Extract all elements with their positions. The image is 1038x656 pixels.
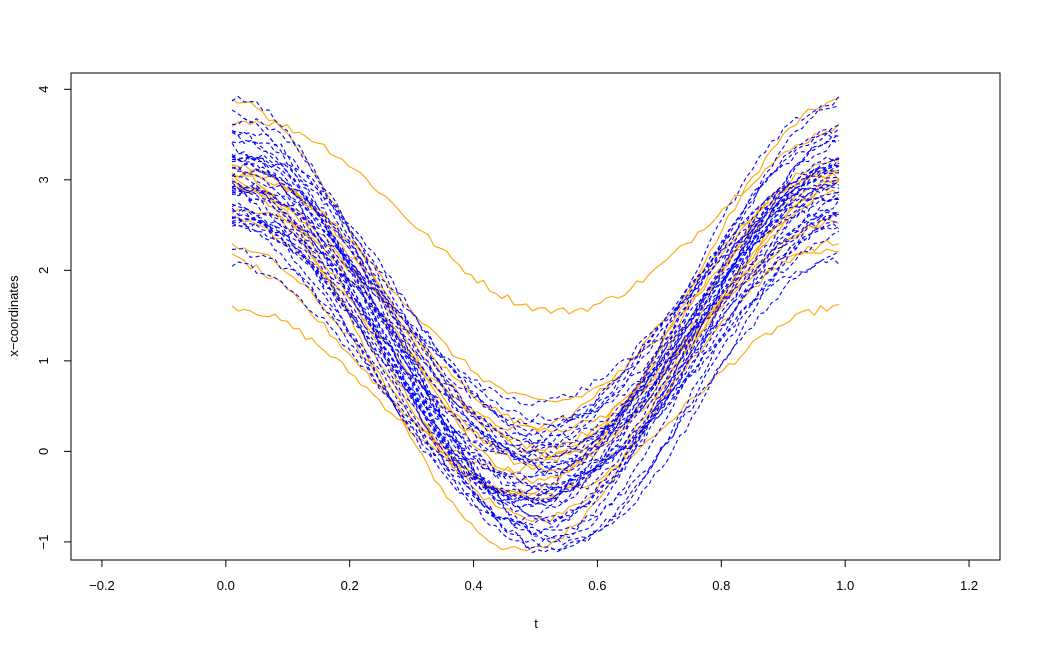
y-tick-label: 4	[36, 86, 51, 93]
x-tick-label: 0.0	[217, 578, 235, 593]
series-line-43	[231, 180, 840, 477]
series-line-27	[232, 156, 840, 442]
series-line-18	[231, 117, 840, 541]
y-tick-label: 3	[36, 176, 51, 183]
series-line-41	[231, 153, 840, 522]
series-line-30	[231, 189, 840, 426]
series-line-29	[231, 198, 839, 479]
series-line-26	[231, 182, 840, 524]
series-line-6	[231, 303, 840, 500]
series-line-44	[231, 169, 840, 437]
series-line-1	[231, 97, 840, 485]
series-line-5	[231, 171, 840, 496]
y-axis: −1 0 1 2 3 4	[36, 86, 72, 549]
x-tick-label: 0.4	[465, 578, 483, 593]
series-line-20	[231, 130, 840, 523]
series-line-46	[231, 206, 840, 424]
series-line-55	[231, 190, 840, 495]
series-line-17	[231, 105, 840, 510]
series-line-19	[231, 128, 840, 503]
series-line-45	[231, 155, 840, 532]
series-line-13	[231, 163, 840, 452]
y-axis-label: x−coordinates	[6, 275, 21, 357]
series-line-39	[231, 222, 840, 491]
series-line-33	[231, 162, 840, 469]
y-tick-label: 2	[36, 267, 51, 274]
x-tick-label: 1.2	[960, 578, 978, 593]
series-line-23	[231, 153, 840, 466]
x-tick-label: 0.6	[588, 578, 606, 593]
x-tick-label: −0.2	[89, 578, 115, 593]
x-axis-label: t	[534, 616, 538, 631]
series-line-50	[231, 131, 840, 482]
series-line-52	[231, 169, 840, 553]
series-line-54	[231, 139, 839, 458]
series-line-14	[231, 248, 840, 474]
series-line-28	[231, 248, 840, 536]
x-axis: −0.2 0.0 0.2 0.4 0.6 0.8 1.0 1.2	[89, 559, 978, 593]
y-tick-label: 0	[36, 448, 51, 455]
series-line-47	[231, 209, 839, 494]
series-line-37	[231, 221, 840, 472]
series-line-2	[231, 159, 840, 552]
x-tick-label: 1.0	[836, 578, 854, 593]
series-line-8	[231, 120, 840, 315]
series-line-42	[231, 212, 840, 527]
y-tick-label: 1	[36, 357, 51, 364]
series-line-51	[231, 207, 840, 461]
series-line-53	[231, 183, 840, 460]
x-tick-label: 0.2	[341, 578, 359, 593]
series-line-25	[231, 153, 840, 450]
y-tick-label: −1	[36, 534, 51, 549]
series-line-15	[231, 172, 840, 403]
x-tick-label: 0.8	[712, 578, 730, 593]
series-layer	[231, 95, 840, 554]
